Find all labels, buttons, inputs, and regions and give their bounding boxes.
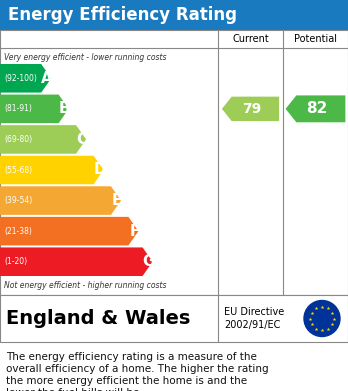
Text: (21-38): (21-38) xyxy=(4,227,32,236)
Bar xyxy=(0,0,348,30)
FancyArrow shape xyxy=(0,125,86,154)
Polygon shape xyxy=(286,95,346,122)
FancyArrow shape xyxy=(0,217,139,246)
Text: Potential: Potential xyxy=(294,34,337,44)
Text: England & Wales: England & Wales xyxy=(6,309,190,328)
Text: 82: 82 xyxy=(307,101,328,117)
Text: G: G xyxy=(142,254,155,269)
Polygon shape xyxy=(222,97,279,121)
Text: Very energy efficient - lower running costs: Very energy efficient - lower running co… xyxy=(4,54,166,63)
FancyArrow shape xyxy=(0,64,51,93)
Bar xyxy=(0,295,348,342)
FancyArrow shape xyxy=(0,248,153,276)
Text: The energy efficiency rating is a measure of the: The energy efficiency rating is a measur… xyxy=(6,352,257,362)
Circle shape xyxy=(304,301,340,337)
Text: (1-20): (1-20) xyxy=(4,257,27,266)
FancyArrow shape xyxy=(0,186,121,215)
Text: (55-68): (55-68) xyxy=(4,165,32,174)
Text: lower the fuel bills will be.: lower the fuel bills will be. xyxy=(6,388,143,391)
Text: A: A xyxy=(41,71,53,86)
Text: E: E xyxy=(112,193,122,208)
Text: (81-91): (81-91) xyxy=(4,104,32,113)
Text: (39-54): (39-54) xyxy=(4,196,32,205)
Text: F: F xyxy=(129,224,140,239)
Text: the more energy efficient the home is and the: the more energy efficient the home is an… xyxy=(6,376,247,386)
Text: Current: Current xyxy=(232,34,269,44)
Text: D: D xyxy=(93,163,106,178)
Text: Not energy efficient - higher running costs: Not energy efficient - higher running co… xyxy=(4,282,166,291)
Bar xyxy=(0,30,348,295)
Text: (69-80): (69-80) xyxy=(4,135,32,144)
Text: overall efficiency of a home. The higher the rating: overall efficiency of a home. The higher… xyxy=(6,364,269,374)
Text: C: C xyxy=(77,132,88,147)
Text: Energy Efficiency Rating: Energy Efficiency Rating xyxy=(8,6,237,24)
Text: (92-100): (92-100) xyxy=(4,74,37,83)
Text: 79: 79 xyxy=(242,102,262,116)
Text: EU Directive
2002/91/EC: EU Directive 2002/91/EC xyxy=(224,307,284,330)
FancyArrow shape xyxy=(0,95,69,123)
Text: B: B xyxy=(59,101,71,117)
FancyArrow shape xyxy=(0,156,104,184)
